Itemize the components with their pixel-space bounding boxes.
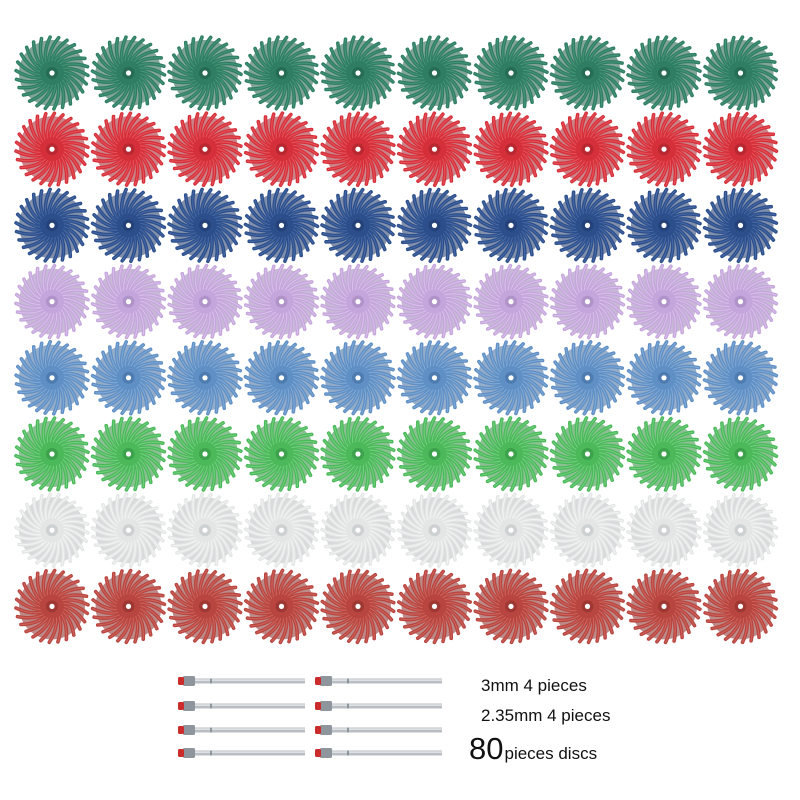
disc-green — [90, 35, 167, 111]
disc-light-blue — [14, 340, 90, 416]
disc-lilac — [167, 263, 243, 340]
disc-light-blue — [702, 340, 779, 416]
disc-maroon — [167, 568, 243, 645]
mandrel-graphic — [178, 676, 442, 758]
disc-maroon — [14, 568, 90, 645]
mandrel — [315, 725, 442, 735]
mandrel — [178, 725, 305, 735]
disc-lilac — [549, 263, 626, 340]
disc-red — [473, 111, 549, 187]
disc-lilac — [626, 263, 702, 340]
disc-red — [320, 111, 396, 187]
mandrel — [178, 676, 305, 686]
disc-red — [549, 111, 626, 187]
disc-green-bright — [14, 416, 90, 492]
disc-red — [14, 111, 90, 187]
disc-dark-blue — [702, 187, 779, 264]
disc-white — [320, 492, 396, 568]
disc-white — [243, 492, 320, 568]
disc-green — [167, 35, 243, 111]
disc-white — [626, 492, 702, 568]
disc-maroon — [90, 568, 167, 645]
disc-dark-blue — [320, 187, 396, 263]
disc-maroon — [473, 568, 549, 645]
disc-light-blue — [90, 340, 167, 416]
disc-green — [626, 35, 702, 111]
disc-lilac — [702, 263, 779, 340]
disc-red — [243, 111, 320, 187]
disc-maroon — [549, 568, 626, 645]
disc-light-blue — [167, 340, 243, 416]
disc-green — [549, 35, 626, 111]
mandrel — [178, 701, 305, 711]
disc-green — [14, 35, 90, 111]
disc-light-blue — [396, 340, 473, 416]
disc-dark-blue — [14, 187, 90, 264]
disc-green-bright — [243, 416, 320, 492]
disc-lilac — [396, 263, 473, 340]
disc-green — [702, 35, 779, 111]
mandrel — [315, 748, 442, 758]
disc-dark-blue — [396, 187, 473, 263]
disc-grid — [14, 35, 779, 645]
disc-green-bright — [626, 416, 702, 492]
disc-green — [320, 35, 396, 111]
disc-white — [90, 492, 167, 568]
disc-green — [396, 35, 473, 111]
disc-light-blue — [473, 340, 549, 416]
disc-green-bright — [549, 416, 626, 492]
disc-lilac — [14, 263, 90, 340]
disc-light-blue — [243, 340, 320, 416]
disc-red — [626, 111, 702, 187]
disc-white — [549, 492, 626, 568]
disc-green-bright — [473, 416, 549, 492]
disc-dark-blue — [90, 187, 167, 264]
disc-white — [473, 492, 549, 568]
caption-disc-count-text: pieces discs — [504, 744, 598, 763]
disc-white — [702, 492, 779, 568]
disc-maroon — [397, 568, 472, 645]
disc-maroon — [702, 568, 779, 645]
disc-dark-blue — [626, 187, 702, 264]
disc-dark-blue — [167, 187, 243, 264]
disc-white — [14, 492, 90, 568]
mandrel — [315, 676, 442, 686]
disc-green — [473, 35, 549, 111]
disc-light-blue — [626, 340, 702, 416]
disc-light-blue — [549, 340, 626, 416]
caption-disc-count-number: 80 — [469, 731, 504, 766]
disc-maroon — [243, 568, 320, 645]
disc-maroon — [626, 568, 702, 645]
disc-green-bright — [397, 416, 472, 492]
disc-dark-blue — [549, 187, 626, 264]
disc-grid-graphic — [14, 35, 779, 645]
caption-2-35mm: 2.35mm 4 pieces — [481, 706, 611, 725]
disc-red — [396, 111, 473, 187]
mandrel — [178, 748, 305, 758]
disc-lilac — [90, 263, 167, 340]
disc-light-blue — [320, 340, 396, 416]
disc-dark-blue — [243, 187, 320, 263]
disc-white — [167, 492, 243, 568]
disc-green-bright — [90, 416, 167, 492]
disc-green-bright — [167, 416, 243, 492]
disc-green — [243, 35, 320, 111]
disc-maroon — [320, 568, 396, 645]
disc-lilac — [320, 263, 396, 340]
disc-green-bright — [320, 416, 396, 492]
disc-red — [167, 111, 243, 187]
mandrel-set — [170, 668, 450, 778]
disc-white — [396, 492, 473, 568]
disc-lilac — [243, 263, 320, 340]
disc-red — [702, 111, 779, 187]
caption-3mm: 3mm 4 pieces — [481, 676, 587, 695]
disc-dark-blue — [473, 187, 549, 263]
disc-lilac — [473, 263, 549, 340]
disc-green-bright — [702, 416, 779, 492]
disc-red — [90, 111, 167, 187]
caption-disc-count: 80pieces discs — [469, 732, 597, 766]
mandrel — [315, 701, 442, 711]
